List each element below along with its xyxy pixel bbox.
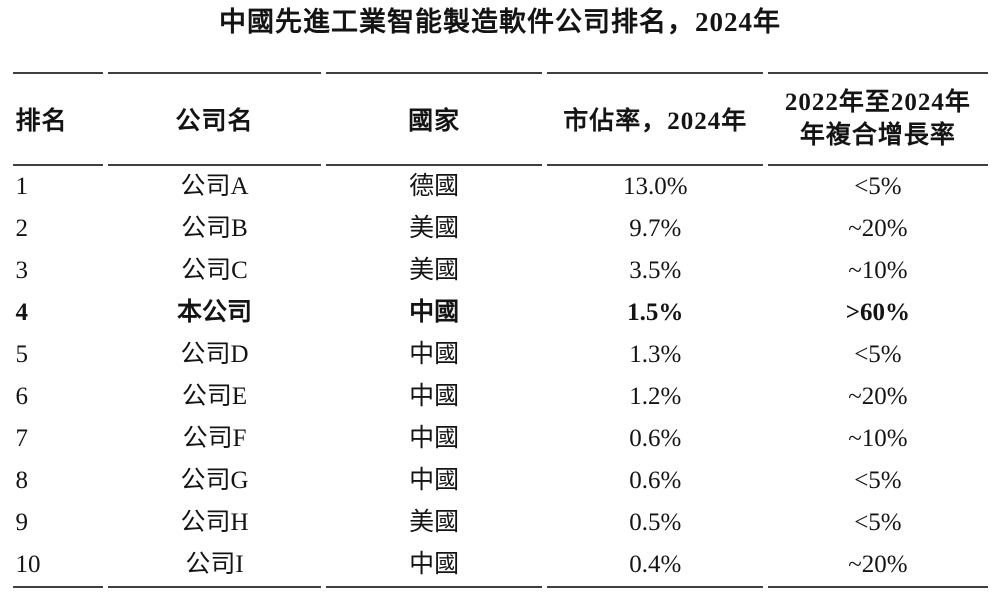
company-cell: 公司G [180,467,249,494]
table-body: 1 公司A 德國 13.0% <5% 2 公司B 美國 9.7% ~20% 3 … [12,166,988,588]
market-share-cell: 0.4% [547,544,764,588]
rank-cell: 5 [15,341,29,368]
country-cell: 美國 [409,215,460,242]
cagr-cell: <5% [854,173,902,200]
market-share-cell: 0.6% [629,467,682,494]
table-row: 5 公司D 中國 1.3% <5% [13,334,988,376]
column-header-cagr-line1: 2022年至2024年 [784,89,971,116]
country-cell: 美國 [409,509,460,536]
rank-cell: 10 [12,544,103,588]
company-cell: 公司H [180,509,249,536]
company-cell: 公司F [182,425,247,452]
table-header: 排名 公司名 國家 市佔率，2024年 2022年至2024年 年複合增長率 [12,72,988,166]
rank-cell: 8 [15,467,29,494]
market-share-cell: 1.3% [629,341,682,368]
table-row: 10 公司I 中國 0.4% ~20% [12,544,988,588]
page-title: 中國先進工業智能製造軟件公司排名，2024年 [219,7,781,37]
country-cell: 美國 [409,257,460,284]
company-cell: 本公司 [177,299,253,326]
column-header-rank: 排名 [12,72,103,166]
country-cell: 德國 [409,173,460,200]
cagr-cell: ~20% [848,383,908,410]
table-row: 2 公司B 美國 9.7% ~20% [13,208,988,250]
cagr-cell: <5% [854,509,902,536]
cagr-cell: <5% [854,341,902,368]
company-cell: 公司B [181,215,248,242]
country-cell: 中國 [409,383,460,410]
table-row: 7 公司F 中國 0.6% ~10% [13,418,988,460]
company-cell: 公司A [180,173,249,200]
market-share-cell: 3.5% [629,257,682,284]
rank-cell: 3 [15,257,29,284]
country-cell: 中國 [409,425,460,452]
column-header-cagr: 2022年至2024年 年複合增長率 [768,72,988,166]
market-share-cell: 0.5% [629,509,682,536]
rank-cell: 6 [15,383,29,410]
country-cell: 中國 [326,544,543,588]
table-header-row: 排名 公司名 國家 市佔率，2024年 2022年至2024年 年複合增長率 [12,72,988,166]
table-row: 1 公司A 德國 13.0% <5% [13,166,988,208]
company-cell: 公司C [181,257,248,284]
market-share-cell: 1.5% [627,299,684,326]
company-cell: 公司E [181,383,248,410]
column-header-market-share: 市佔率，2024年 [547,72,764,166]
table-row: 4 本公司 中國 1.5% >60% [13,292,988,334]
country-cell: 中國 [409,299,460,326]
cagr-cell: <5% [854,467,902,494]
rank-cell: 2 [15,215,29,242]
market-share-cell: 0.6% [629,425,682,452]
company-ranking-table: 排名 公司名 國家 市佔率，2024年 2022年至2024年 年複合增長率 1… [8,72,993,588]
country-cell: 中國 [409,341,460,368]
rank-cell: 1 [15,173,29,200]
cagr-cell: ~10% [848,425,908,452]
rank-cell: 7 [15,425,29,452]
rank-cell: 4 [15,299,29,326]
table-row: 6 公司E 中國 1.2% ~20% [13,376,988,418]
country-cell: 中國 [409,467,460,494]
market-share-cell: 1.2% [629,383,682,410]
column-header-country: 國家 [326,72,543,166]
column-header-company: 公司名 [107,72,322,166]
cagr-cell: ~10% [848,257,908,284]
table-row: 9 公司H 美國 0.5% <5% [13,502,988,544]
table-row: 8 公司G 中國 0.6% <5% [13,460,988,502]
cagr-cell: >60% [845,299,911,326]
cagr-cell: ~20% [768,544,988,588]
rank-cell: 9 [15,509,29,536]
market-share-cell: 9.7% [629,215,682,242]
company-cell: 公司D [180,341,249,368]
market-share-cell: 13.0% [622,173,688,200]
table-row: 3 公司C 美國 3.5% ~10% [13,250,988,292]
cagr-cell: ~20% [848,215,908,242]
column-header-cagr-line2: 年複合增長率 [799,122,956,149]
company-cell: 公司I [107,544,322,588]
